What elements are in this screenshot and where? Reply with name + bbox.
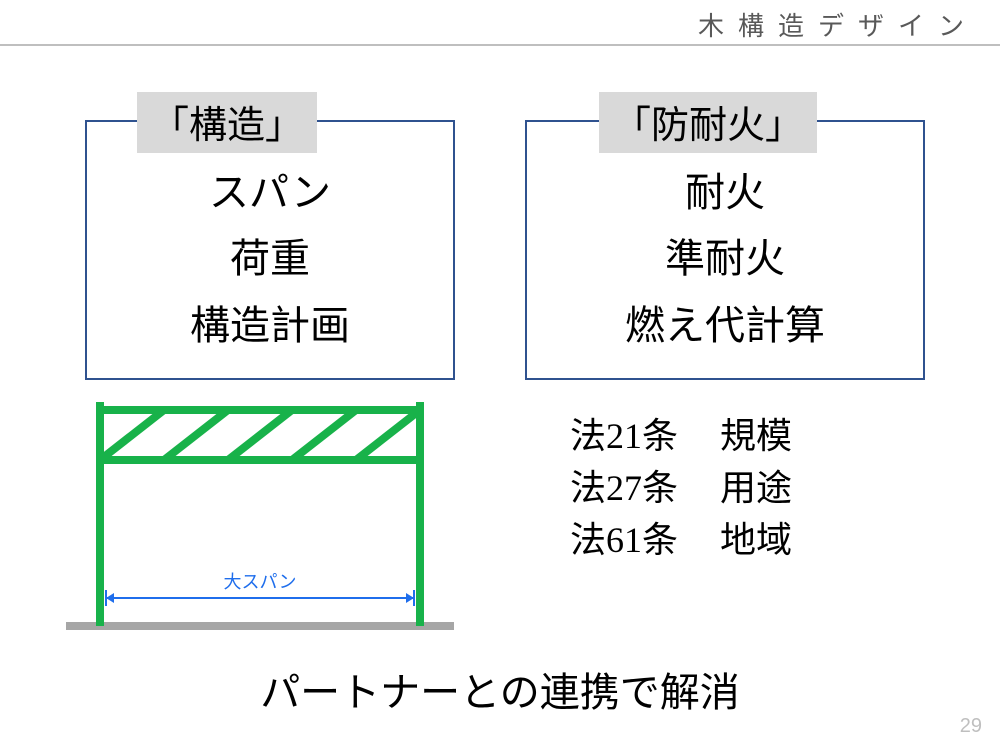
truss-diagram: 大スパン: [60, 390, 460, 650]
law-topic: 規模: [720, 410, 792, 462]
structure-item: 構造計画: [190, 302, 350, 350]
law-topic: 地域: [720, 514, 792, 566]
law-article: 法27条: [570, 462, 720, 514]
page-number: 29: [960, 715, 982, 738]
structure-card: 「構造」 スパン 荷重 構造計画: [85, 120, 455, 380]
law-topic: 用途: [720, 462, 792, 514]
structure-item: 荷重: [230, 235, 310, 283]
law-row: 法27条 用途: [570, 462, 792, 514]
law-list: 法21条 規模 法27条 用途 法61条 地域: [570, 410, 792, 567]
svg-text:大スパン: 大スパン: [224, 572, 297, 592]
fire-item: 燃え代計算: [625, 302, 825, 350]
law-row: 法61条 地域: [570, 514, 792, 566]
fire-card-title: 「防耐火」: [599, 92, 817, 153]
law-article: 法61条: [570, 514, 720, 566]
footer-statement: パートナーとの連携で解消: [0, 660, 1000, 718]
fire-item: 耐火: [685, 169, 765, 217]
header-divider: [0, 44, 1000, 46]
fire-item: 準耐火: [665, 235, 785, 283]
law-article: 法21条: [570, 410, 720, 462]
structure-item: スパン: [209, 169, 331, 217]
law-row: 法21条 規模: [570, 410, 792, 462]
brand-text: 木構造デザイン: [698, 6, 978, 43]
fire-card: 「防耐火」 耐火 準耐火 燃え代計算: [525, 120, 925, 380]
structure-card-title: 「構造」: [137, 92, 317, 153]
